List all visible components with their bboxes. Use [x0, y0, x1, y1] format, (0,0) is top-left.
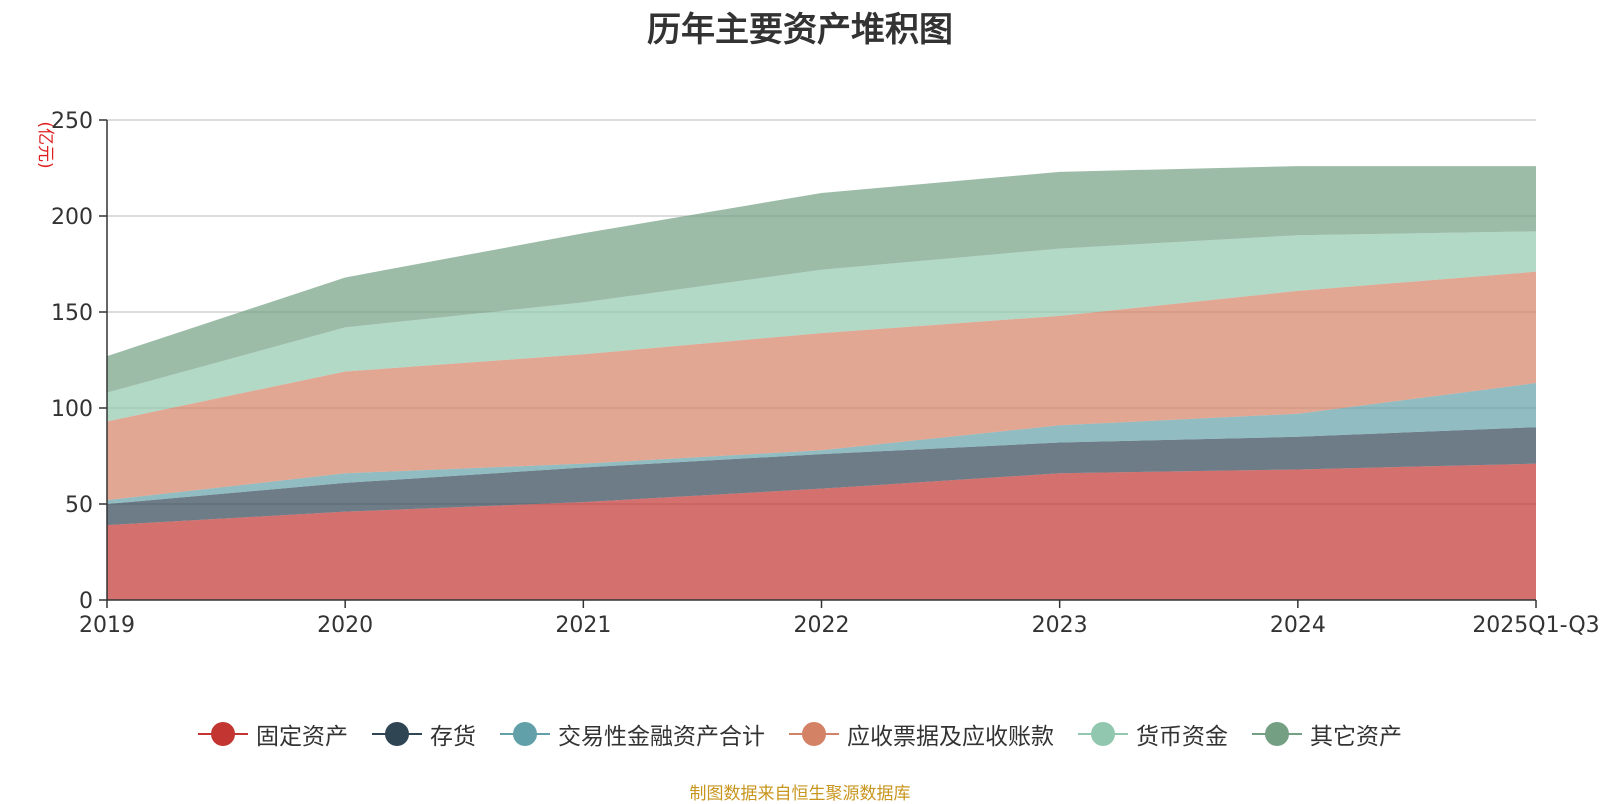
x-tick-label: 2022 — [794, 613, 850, 638]
legend-marker-icon — [500, 721, 550, 747]
y-tick-label: 150 — [51, 301, 93, 326]
legend-marker-icon — [789, 721, 839, 747]
y-tick-label: 250 — [51, 109, 93, 134]
legend-item[interactable]: 存货 — [372, 717, 476, 751]
x-tick-label: 2019 — [79, 613, 135, 638]
x-tick-label: 2021 — [555, 613, 611, 638]
legend-item[interactable]: 应收票据及应收账款 — [789, 717, 1054, 751]
area-series-交易性金融资产合计[interactable] — [107, 383, 1536, 504]
legend-label: 存货 — [430, 724, 476, 750]
legend-item[interactable]: 固定资产 — [198, 717, 348, 751]
legend-label: 货币资金 — [1136, 724, 1228, 750]
legend-item[interactable]: 交易性金融资产合计 — [500, 717, 765, 751]
legend-marker-icon — [372, 721, 422, 747]
axes: 0 50 100 150 200 250 2019 2020 2021 2022 2023 2024 2… — [51, 109, 1600, 638]
y-axis-unit-label: (亿元) — [35, 121, 55, 168]
x-tick-label: 2024 — [1270, 613, 1326, 638]
legend-label: 交易性金融资产合计 — [558, 724, 765, 750]
area-series-固定资产[interactable] — [107, 463, 1536, 600]
legend: 固定资产 存货 交易性金融资产合计 应收票据及应收账款 货币资金 其它资产 — [0, 717, 1600, 751]
y-tick-label: 0 — [79, 589, 93, 614]
legend-label: 其它资产 — [1310, 724, 1402, 750]
source-note: 制图数据来自恒生聚源数据库 — [689, 784, 911, 804]
stacked-areas — [107, 166, 1536, 600]
legend-label: 应收票据及应收账款 — [847, 724, 1054, 750]
area-series-存货[interactable] — [107, 427, 1536, 526]
y-tick-label: 200 — [51, 205, 93, 230]
legend-marker-icon — [198, 721, 248, 747]
legend-label: 固定资产 — [256, 724, 348, 750]
y-tick-label: 100 — [51, 397, 93, 422]
legend-marker-icon — [1252, 721, 1302, 747]
legend-marker-icon — [1078, 721, 1128, 747]
chart-title: 历年主要资产堆积图 — [647, 10, 953, 50]
area-series-其它资产[interactable] — [107, 166, 1536, 393]
x-tick-label: 2023 — [1032, 613, 1088, 638]
legend-item[interactable]: 其它资产 — [1252, 717, 1402, 751]
x-tick-label: 2025Q1-Q3 — [1472, 613, 1599, 638]
area-series-应收票据及应收账款[interactable] — [107, 271, 1536, 501]
legend-item[interactable]: 货币资金 — [1078, 717, 1228, 751]
area-series-货币资金[interactable] — [107, 231, 1536, 422]
x-tick-label: 2020 — [317, 613, 373, 638]
y-tick-label: 50 — [65, 493, 93, 518]
